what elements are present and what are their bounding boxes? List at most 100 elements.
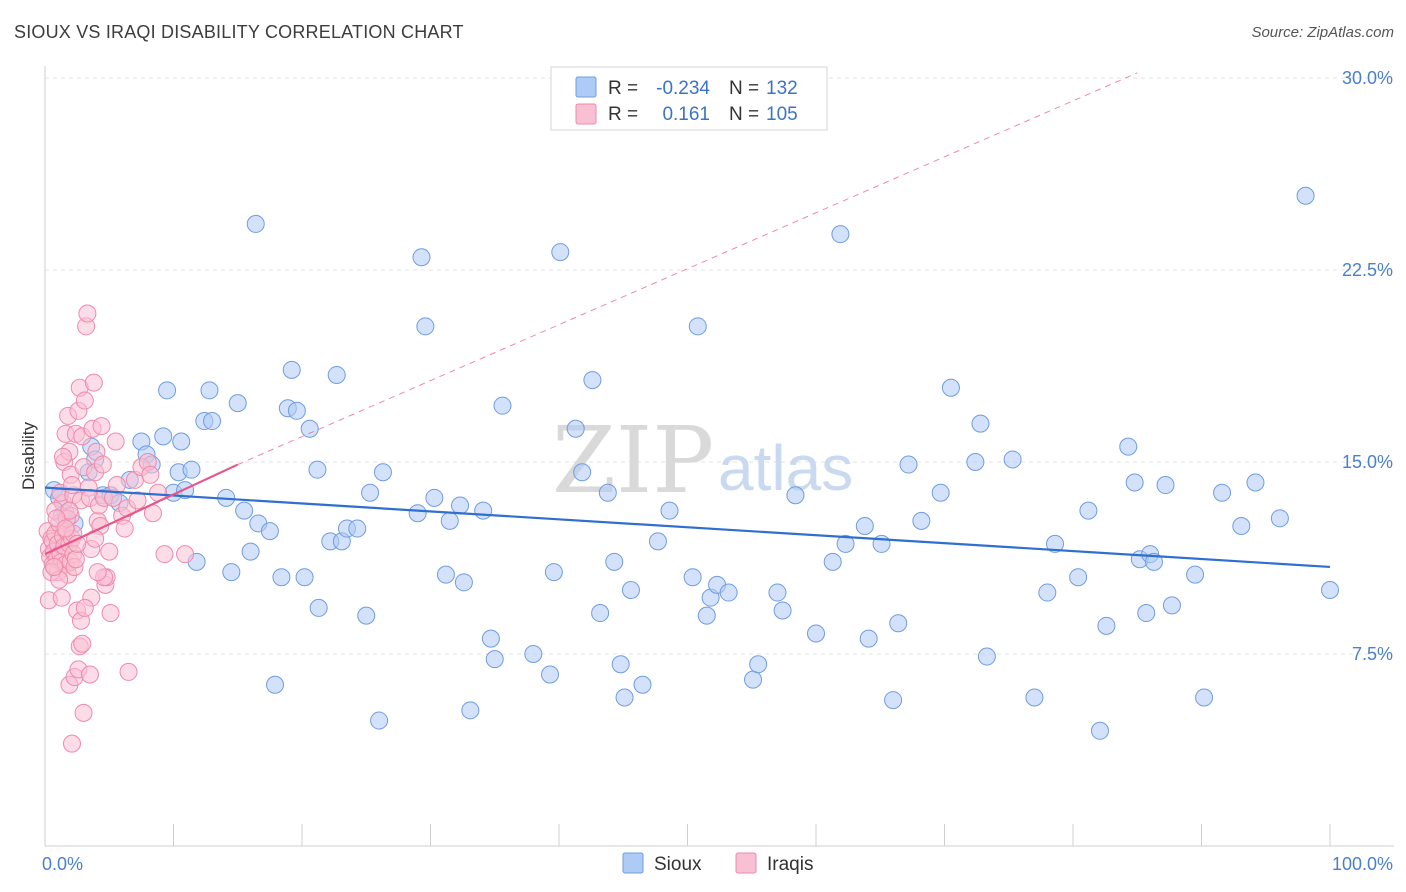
point-iraqis bbox=[155, 545, 174, 564]
point-sioux bbox=[241, 542, 260, 561]
point-sioux bbox=[823, 552, 842, 571]
point-sioux bbox=[327, 365, 346, 384]
point-iraqis bbox=[56, 519, 75, 538]
point-iraqis bbox=[44, 557, 63, 576]
point-sioux bbox=[361, 483, 380, 502]
point-sioux bbox=[300, 419, 319, 438]
point-sioux bbox=[1156, 476, 1175, 495]
point-iraqis bbox=[68, 534, 87, 553]
point-sioux bbox=[412, 248, 431, 267]
point-sioux bbox=[260, 522, 279, 541]
point-iraqis bbox=[62, 734, 81, 753]
y-tick-label: 7.5% bbox=[1352, 644, 1393, 664]
point-sioux bbox=[836, 534, 855, 553]
point-sioux bbox=[474, 501, 493, 520]
legend: R = -0.234 N = 132 R = 0.161 N = 105 bbox=[550, 66, 828, 131]
point-sioux bbox=[859, 629, 878, 648]
point-sioux bbox=[884, 691, 903, 710]
x-tick-label: 100.0% bbox=[1332, 854, 1393, 874]
trend-lines bbox=[44, 72, 1331, 569]
y-tick-label: 30.0% bbox=[1342, 68, 1393, 88]
trend-extension-iraqis bbox=[237, 72, 1138, 466]
watermark-atlas: atlas bbox=[718, 432, 853, 504]
point-sioux bbox=[977, 647, 996, 666]
legend-n-label-iraqis: N = bbox=[729, 104, 759, 125]
point-sioux bbox=[598, 483, 617, 502]
point-iraqis bbox=[107, 476, 126, 495]
point-sioux bbox=[899, 455, 918, 474]
data-points bbox=[38, 186, 1339, 753]
point-sioux bbox=[831, 225, 850, 244]
point-sioux bbox=[697, 606, 716, 625]
point-sioux bbox=[282, 360, 301, 379]
point-sioux bbox=[1213, 483, 1232, 502]
point-sioux bbox=[1090, 721, 1109, 740]
point-sioux bbox=[966, 453, 985, 471]
point-sioux bbox=[436, 565, 455, 584]
point-iraqis bbox=[88, 563, 107, 582]
point-sioux bbox=[855, 517, 874, 535]
point-sioux bbox=[633, 675, 652, 694]
y-tick-label: 15.0% bbox=[1342, 452, 1393, 472]
point-sioux bbox=[182, 460, 201, 479]
point-sioux bbox=[451, 496, 470, 515]
point-iraqis bbox=[62, 476, 81, 495]
bottom-legend-swatch-sioux bbox=[622, 852, 644, 874]
point-sioux bbox=[744, 670, 763, 689]
point-sioux bbox=[611, 655, 630, 674]
bottom-legend-label-iraqis: Iraqis bbox=[767, 854, 813, 875]
point-sioux bbox=[605, 552, 624, 571]
point-sioux bbox=[408, 504, 427, 523]
point-iraqis bbox=[141, 465, 160, 484]
point-sioux bbox=[683, 568, 702, 587]
point-sioux bbox=[688, 317, 707, 336]
point-sioux bbox=[373, 463, 392, 482]
bottom-legend-label-sioux: Sioux bbox=[654, 854, 702, 875]
legend-r-label-sioux: R = bbox=[608, 78, 638, 99]
legend-box bbox=[550, 66, 828, 131]
point-sioux bbox=[541, 665, 560, 684]
bottom-legend-swatch-iraqis bbox=[735, 852, 757, 874]
point-sioux bbox=[1195, 688, 1214, 707]
bottom-legend: Sioux Iraqis bbox=[622, 852, 813, 875]
point-sioux bbox=[941, 378, 960, 397]
legend-swatch-sioux bbox=[575, 76, 597, 98]
point-iraqis bbox=[75, 598, 94, 617]
point-sioux bbox=[172, 432, 191, 451]
point-sioux bbox=[357, 606, 376, 625]
point-sioux bbox=[454, 573, 473, 592]
point-sioux bbox=[773, 601, 792, 620]
legend-r-value-sioux: -0.234 bbox=[656, 78, 710, 99]
point-sioux bbox=[551, 243, 570, 262]
source-label: Source: ZipAtlas.com bbox=[1251, 24, 1394, 41]
point-iraqis bbox=[93, 455, 112, 474]
point-sioux bbox=[591, 604, 610, 623]
point-iraqis bbox=[128, 491, 147, 510]
legend-n-label-sioux: N = bbox=[729, 78, 759, 99]
point-sioux bbox=[222, 563, 241, 582]
point-iraqis bbox=[74, 703, 93, 722]
point-sioux bbox=[544, 563, 563, 582]
point-sioux bbox=[1079, 501, 1098, 520]
point-iraqis bbox=[66, 550, 85, 569]
point-sioux bbox=[348, 519, 367, 538]
point-sioux bbox=[786, 486, 805, 505]
point-sioux bbox=[1125, 473, 1144, 492]
point-sioux bbox=[660, 501, 679, 520]
point-sioux bbox=[287, 401, 306, 420]
watermark: ZIP atlas bbox=[552, 407, 853, 514]
point-sioux bbox=[566, 419, 585, 438]
point-iraqis bbox=[115, 519, 134, 538]
point-iraqis bbox=[53, 447, 72, 466]
legend-r-label-iraqis: R = bbox=[608, 104, 638, 125]
point-sioux bbox=[573, 463, 592, 482]
point-sioux bbox=[308, 460, 327, 479]
point-sioux bbox=[200, 381, 219, 400]
trend-line-iraqis bbox=[44, 463, 239, 556]
point-iraqis bbox=[78, 304, 97, 323]
point-sioux bbox=[1038, 583, 1057, 602]
point-sioux bbox=[1270, 509, 1289, 528]
point-iraqis bbox=[92, 417, 111, 436]
point-sioux bbox=[524, 645, 543, 663]
